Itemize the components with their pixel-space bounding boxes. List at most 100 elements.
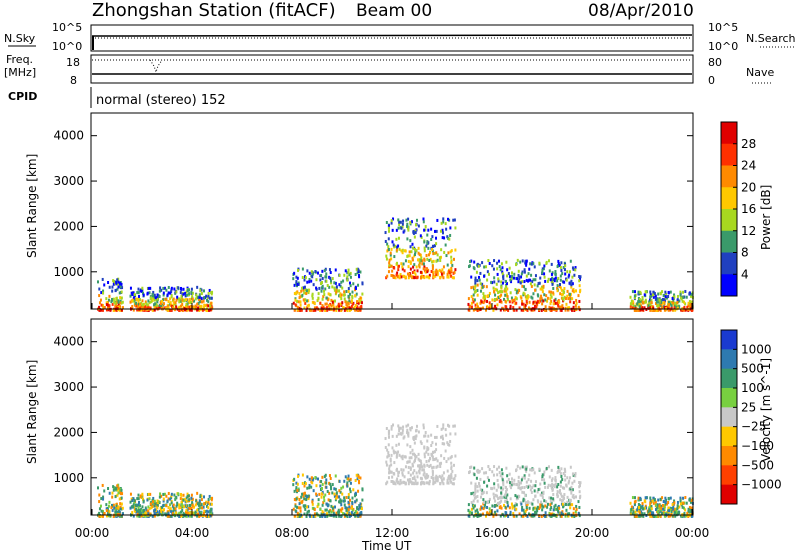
velocity-cell (140, 514, 143, 518)
power-cell (354, 272, 357, 276)
velocity-cell (645, 496, 648, 500)
power-cell (565, 278, 568, 282)
velocity-cell (119, 502, 122, 506)
velocity-cell (350, 511, 353, 515)
velocity-cell (207, 510, 210, 514)
velocity-cell (389, 457, 392, 461)
velocity-cell (297, 488, 300, 492)
power-cell (496, 297, 499, 301)
power-cell (510, 271, 513, 275)
power-cell (663, 308, 666, 312)
power-cell (517, 280, 520, 284)
power-cell (571, 275, 574, 279)
power-cell (664, 296, 667, 300)
power-cell (319, 308, 322, 312)
velocity-cell (357, 507, 360, 511)
velocity-cell (658, 507, 661, 511)
power-cell (316, 299, 319, 303)
velocity-cell (551, 488, 554, 492)
velocity-cell (400, 432, 403, 436)
velocity-cell (121, 506, 124, 510)
power-cell (311, 292, 314, 296)
power-cell (167, 291, 170, 295)
velocity-cell (346, 481, 349, 485)
nsky-label: N.Sky (4, 32, 36, 45)
power-cell (561, 280, 564, 284)
power-cell (342, 279, 345, 283)
velocity-cell (442, 482, 445, 486)
power-cell (569, 300, 572, 304)
velocity-cell (388, 469, 391, 473)
velocity-cell (509, 484, 512, 488)
velocity-cell (476, 511, 479, 515)
power-cell (501, 266, 504, 270)
power-cell (445, 227, 448, 231)
velocity-cell (450, 467, 453, 471)
power-cell (136, 308, 139, 312)
velocity-cell (148, 512, 151, 516)
velocity-cell (135, 507, 138, 511)
velocity-panel-frame (90, 318, 694, 516)
velocity-cell (541, 477, 544, 481)
velocity-cell (454, 454, 457, 458)
velocity-cell (156, 506, 159, 510)
power-cell (296, 305, 299, 309)
velocity-cell (486, 505, 489, 509)
velocity-cell (189, 506, 192, 510)
velocity-cell (113, 506, 116, 510)
velocity-cell (387, 476, 390, 480)
power-cell (520, 296, 523, 300)
power-cell (662, 301, 665, 305)
power-cell (442, 271, 445, 275)
velocity-cell (664, 502, 667, 506)
power-cell (293, 291, 296, 295)
velocity-cell (417, 457, 420, 461)
power-cell (175, 290, 178, 294)
power-cell (552, 286, 555, 290)
power-cell (421, 262, 424, 266)
power-cell (319, 282, 322, 286)
velocity-cell (199, 495, 202, 499)
velocity-cell (467, 508, 470, 512)
power-cell (488, 291, 491, 295)
velocity-cell (182, 493, 185, 497)
velocity-cell (359, 476, 362, 480)
velocity-cell (426, 446, 429, 450)
power-cell (413, 247, 416, 251)
power-cell (657, 300, 660, 304)
power-cell (439, 229, 442, 233)
power-cell (501, 272, 504, 276)
velocity-cell (205, 500, 208, 504)
velocity-cell (343, 499, 346, 503)
power-cell (566, 289, 569, 293)
power-cell (301, 275, 304, 279)
power-cell (393, 245, 396, 249)
power-cell (117, 303, 120, 307)
velocity-cell (115, 509, 118, 513)
power-cell (332, 305, 335, 309)
power-cell (550, 300, 553, 304)
power-cell (357, 301, 360, 305)
velocity-cell (348, 514, 351, 518)
power-cell (207, 294, 210, 298)
velocity-cell (655, 506, 658, 510)
power-cell (422, 220, 425, 224)
power-cell (485, 285, 488, 289)
velocity-cell (106, 512, 109, 516)
colorbar-segment (721, 209, 737, 232)
power-cell (470, 259, 473, 263)
power-cell (541, 271, 544, 275)
velocity-cell (504, 505, 507, 509)
velocity-cell (180, 510, 183, 514)
power-cell (357, 308, 360, 312)
power-cell (197, 308, 200, 312)
velocity-cell (319, 488, 322, 492)
velocity-cell (561, 502, 564, 506)
velocity-cell (649, 514, 652, 518)
power-cell (349, 271, 352, 275)
power-cell (474, 278, 477, 282)
power-cell (516, 277, 519, 281)
power-cell (432, 252, 435, 256)
power-cell (324, 287, 327, 291)
velocity-cell (426, 463, 429, 467)
